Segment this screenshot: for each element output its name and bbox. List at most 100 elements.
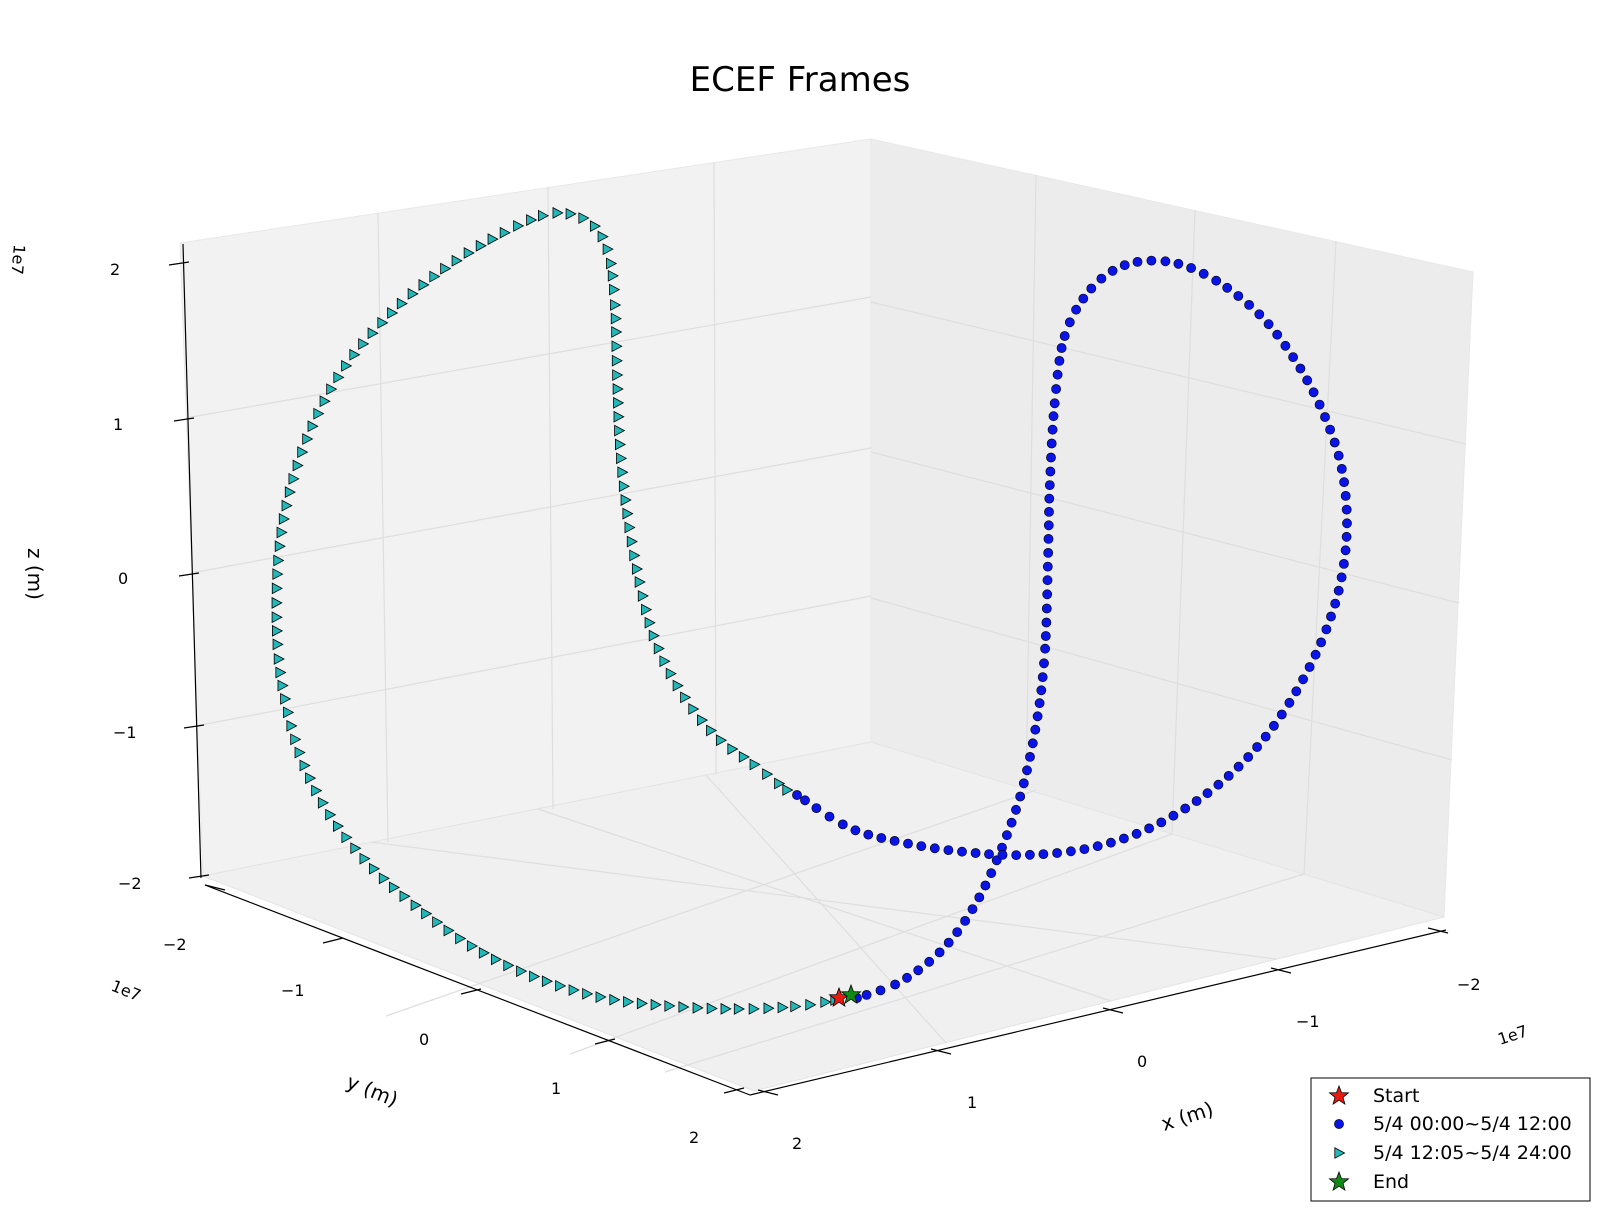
data-point-triangle (552, 206, 564, 219)
data-point-triangle (582, 987, 594, 1000)
data-point-circle (850, 825, 861, 836)
data-point-circle (1180, 803, 1191, 814)
data-point-triangle (292, 459, 304, 472)
y-tick-labels: −2 −1 0 1 2 (163, 935, 699, 1147)
data-point-triangle (368, 862, 381, 875)
data-point-triangle (333, 371, 345, 384)
data-point-circle (1059, 331, 1070, 341)
data-point-triangle (478, 946, 490, 959)
data-point-triangle (410, 899, 422, 912)
data-point-triangle (333, 820, 345, 833)
data-point-triangle (706, 724, 718, 737)
z-axis-label: z (m) (23, 548, 47, 600)
data-point-triangle (443, 924, 455, 937)
data-point-circle (903, 838, 913, 849)
data-point-triangle (396, 297, 408, 310)
data-point-circle (1025, 752, 1035, 762)
data-point-circle (863, 829, 874, 840)
data-point-circle (1032, 711, 1043, 722)
data-point-circle (1339, 559, 1349, 569)
data-point-circle (1252, 742, 1262, 752)
data-point-triangle (271, 611, 283, 624)
data-point-circle (1119, 833, 1129, 844)
data-point-circle (980, 880, 991, 891)
data-point-triangle (286, 719, 298, 732)
data-point-circle (1041, 617, 1052, 628)
data-point-circle (1045, 466, 1056, 477)
legend-marker-shape (1334, 1119, 1344, 1129)
data-point-triangle (275, 666, 287, 679)
data-point-circle (1006, 817, 1017, 828)
data-point-triangle (378, 872, 390, 885)
data-point-triangle (680, 691, 692, 704)
y-tick-label: −2 (163, 935, 187, 954)
data-point-circle (1042, 575, 1053, 586)
data-point-triangle (463, 247, 475, 259)
data-point-circle (1156, 817, 1167, 828)
data-point-circle (1044, 480, 1055, 490)
data-point-circle (1330, 598, 1341, 609)
data-point-circle (967, 904, 978, 914)
z-tick-label: 0 (118, 569, 128, 588)
chart-title: ECEF Frames (690, 60, 911, 100)
data-point-circle (1040, 631, 1051, 641)
data-point-circle (1030, 724, 1041, 735)
y-tick-label: −1 (281, 981, 305, 1000)
data-point-triangle (606, 257, 618, 270)
axes-panes (179, 138, 1474, 1092)
data-point-triangle (490, 953, 503, 966)
data-point-triangle (665, 667, 677, 680)
data-point-circle (1198, 268, 1209, 279)
data-point-triangle (421, 907, 433, 920)
data-point-circle (1038, 849, 1049, 859)
data-point-circle (1310, 649, 1321, 660)
data-point-circle (1054, 355, 1065, 366)
data-point-circle (1160, 256, 1171, 267)
x-offset-label: 1e7 (1495, 1021, 1530, 1048)
data-point-triangle (614, 424, 626, 437)
series-00-00-12-00 (792, 255, 1352, 1003)
endpoint-markers (828, 983, 862, 1008)
data-point-circle (1071, 304, 1081, 315)
data-point-circle (1022, 765, 1032, 776)
data-point-triangle (611, 326, 623, 338)
data-point-triangle (641, 603, 653, 616)
data-point-circle (1173, 258, 1184, 269)
data-point-triangle (272, 638, 284, 651)
data-point-circle (811, 803, 822, 813)
data-point-circle (1011, 804, 1021, 815)
legend-marker-shape (1328, 1084, 1350, 1106)
data-point-triangle (617, 466, 629, 479)
legend-box (1310, 1077, 1591, 1202)
data-point-triangle (418, 278, 430, 291)
data-point-circle (1325, 424, 1335, 435)
data-point-circle (1284, 697, 1295, 708)
data-point-circle (1336, 572, 1347, 583)
data-point-triangle (272, 624, 284, 637)
data-point-circle (861, 990, 872, 1000)
legend-label-first-half: 5/4 00:00~5/4 12:00 (1373, 1113, 1572, 1135)
data-point-triangle (555, 979, 567, 992)
data-point-circle (1223, 771, 1234, 781)
data-point-circle (952, 927, 963, 937)
data-point-circle (1034, 698, 1045, 709)
data-point-circle (1011, 850, 1022, 860)
data-point-triangle (629, 549, 641, 562)
data-point-triangle (782, 784, 794, 796)
data-point-circle (1291, 686, 1302, 697)
data-point-triangle (359, 852, 371, 865)
end-marker (840, 983, 862, 1005)
data-point-triangle (623, 995, 635, 1008)
data-point-circle (984, 849, 994, 859)
data-point-triangle (516, 965, 528, 978)
data-point-circle (974, 892, 985, 903)
data-point-triangle (388, 881, 401, 894)
data-point-circle (1079, 844, 1090, 854)
data-point-circle (1222, 282, 1233, 293)
data-point-circle (1333, 450, 1344, 461)
data-point-circle (1243, 752, 1254, 762)
data-point-triangle (624, 521, 636, 534)
z-tick-label: −2 (118, 874, 142, 893)
data-point-circle (1131, 828, 1142, 839)
data-point-triangle (358, 338, 370, 350)
